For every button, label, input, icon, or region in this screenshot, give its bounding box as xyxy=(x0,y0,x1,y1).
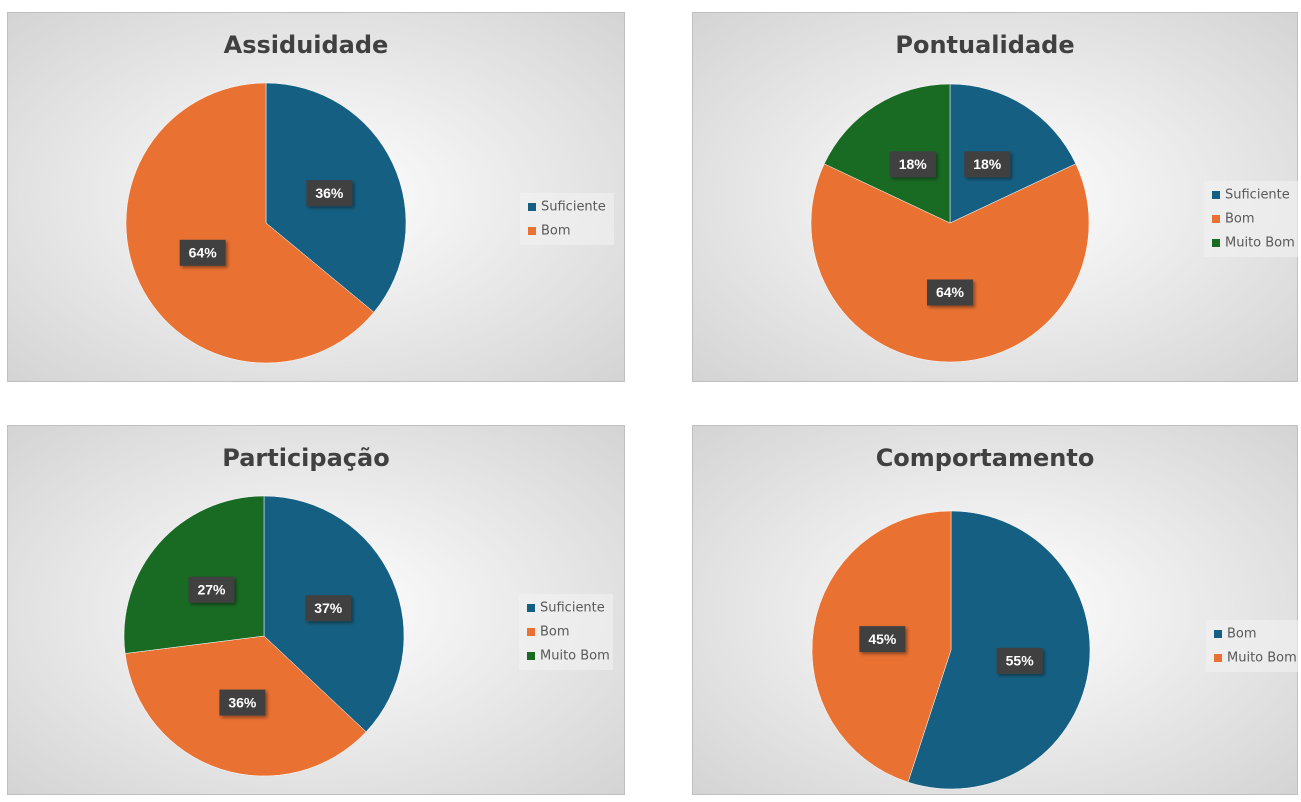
legend-label: Bom xyxy=(1227,627,1257,642)
legend-label: Suficiente xyxy=(541,200,606,215)
chart: Pontualidade 18% 64% 18% Suficiente Bom Muito … xyxy=(692,12,1298,382)
legend-label: Suficiente xyxy=(1225,188,1290,203)
legend xyxy=(520,193,614,245)
legend-swatch xyxy=(528,203,536,211)
data-label: 18% xyxy=(899,156,928,172)
legend-label: Muito Bom xyxy=(1225,236,1295,251)
data-label: 36% xyxy=(228,694,257,710)
chart-title: Pontualidade xyxy=(895,31,1074,59)
chart: Participação 37% 36% 27% Suficiente Bom Muito … xyxy=(7,425,625,795)
data-label-box xyxy=(306,180,353,207)
legend xyxy=(1206,620,1298,672)
legend-swatch xyxy=(1212,215,1220,223)
chart-title: Participação xyxy=(222,444,389,472)
data-label-box xyxy=(188,576,235,603)
data-label: 64% xyxy=(936,284,965,300)
legend-label: Bom xyxy=(540,625,570,640)
legend-swatch xyxy=(1212,191,1220,199)
legend-swatch xyxy=(527,652,535,660)
chart-title: Comportamento xyxy=(876,444,1095,472)
data-label-box xyxy=(179,239,226,266)
data-label: 27% xyxy=(197,581,226,597)
pie-slice xyxy=(949,83,1077,224)
legend-swatch xyxy=(527,604,535,612)
data-label: 45% xyxy=(868,631,897,647)
pie-slice xyxy=(125,82,375,364)
data-label-box xyxy=(219,689,266,716)
data-label-box xyxy=(859,626,906,653)
pie-slice xyxy=(123,495,265,654)
legend-label: Muito Bom xyxy=(1227,651,1297,666)
legend-swatch xyxy=(1214,630,1222,638)
data-label-box xyxy=(889,151,936,178)
pie-slice xyxy=(810,163,1090,363)
legend-swatch xyxy=(1214,654,1222,662)
legend-label: Bom xyxy=(1225,212,1255,227)
data-label-box xyxy=(964,151,1011,178)
chart: Assiduidade 36% 64% Suficiente Bom xyxy=(7,12,625,382)
legend-label: Muito Bom xyxy=(540,649,610,664)
data-label: 55% xyxy=(1006,653,1035,669)
data-label-box xyxy=(996,647,1043,674)
data-label: 18% xyxy=(973,156,1002,172)
chart-title: Assiduidade xyxy=(224,31,389,59)
legend-label: Bom xyxy=(541,224,571,239)
legend-label: Suficiente xyxy=(540,601,605,616)
legend-swatch xyxy=(1212,239,1220,247)
data-label-box xyxy=(305,595,352,622)
data-label: 64% xyxy=(189,245,218,261)
data-label: 36% xyxy=(315,185,344,201)
legend-swatch xyxy=(527,628,535,636)
data-label-box xyxy=(927,279,973,306)
data-label: 37% xyxy=(314,600,343,616)
legend-swatch xyxy=(528,227,536,235)
pie-slice xyxy=(823,83,951,224)
chart: Comportamento 55% 45% Bom Muito Bom xyxy=(692,425,1298,795)
